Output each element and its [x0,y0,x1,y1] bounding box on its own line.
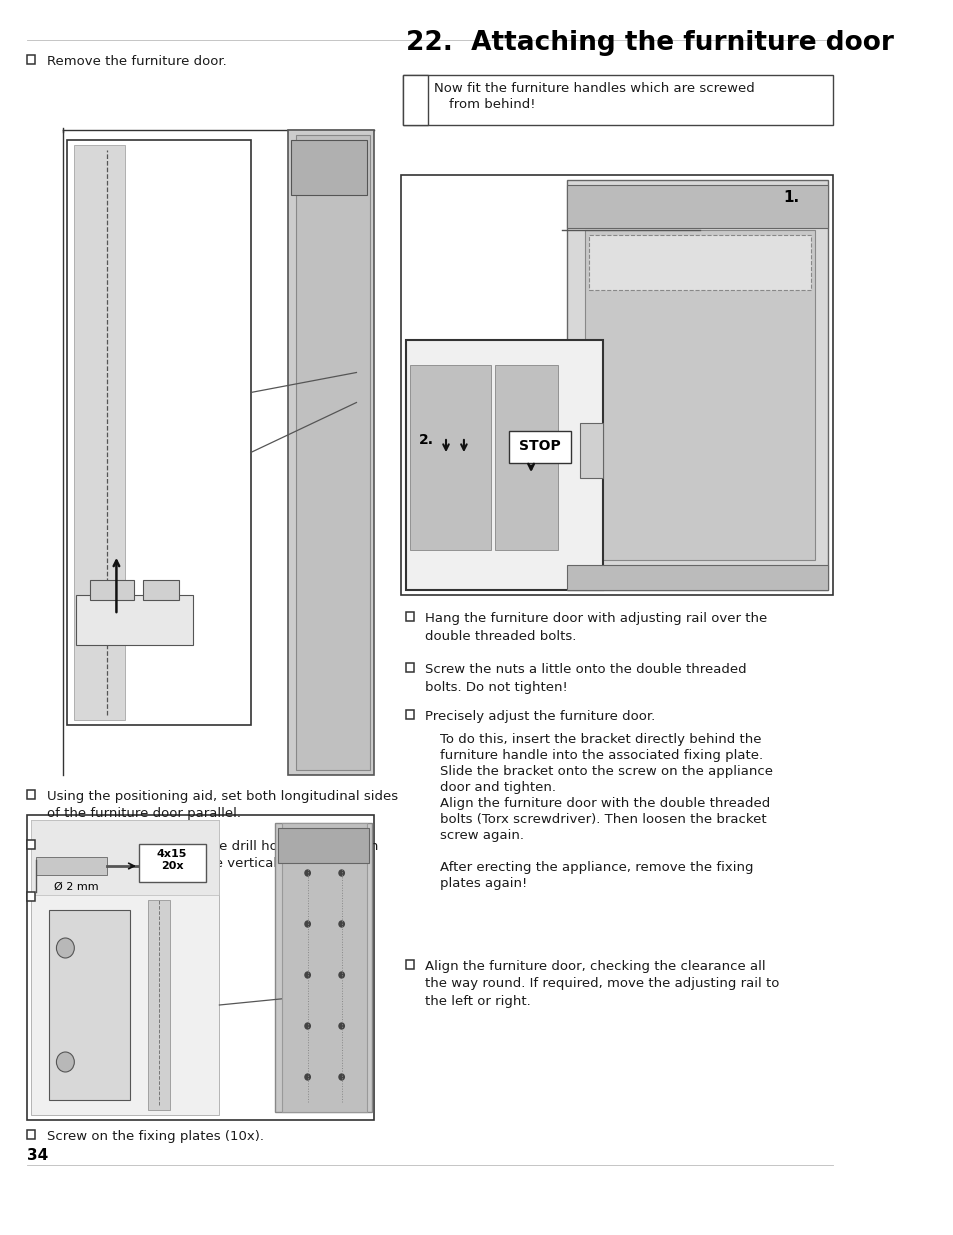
Bar [508,431,571,463]
Text: furniture handle into the associated fixing plate.: furniture handle into the associated fix… [439,748,762,762]
Text: bolts (Torx screwdriver). Then loosen the bracket: bolts (Torx screwdriver). Then loosen th… [439,813,765,826]
Circle shape [305,1074,310,1079]
Bar [402,75,427,125]
Bar [405,960,414,968]
Text: 4x15
20x: 4x15 20x [156,850,187,871]
Circle shape [338,1074,344,1079]
Bar [579,424,602,478]
Bar [405,611,414,620]
Text: Mark and drill the holes.: Mark and drill the holes. [47,892,208,905]
Text: To do this, insert the bracket directly behind the: To do this, insert the bracket directly … [439,734,760,746]
Circle shape [338,869,344,876]
Bar [90,580,134,600]
Bar [76,595,193,645]
Text: Screw on the fixing plates (10x).: Screw on the fixing plates (10x). [47,1130,263,1144]
Bar [584,230,814,559]
Text: Screw the nuts a little onto the double threaded
bolts. Do not tighten!: Screw the nuts a little onto the double … [425,663,746,694]
Text: Using a square, extend the drill hole marks which
you have just made to the vert: Using a square, extend the drill hole ma… [47,840,377,871]
Bar [74,144,125,720]
Text: plates again!: plates again! [439,877,526,890]
Text: Remove the furniture door.: Remove the furniture door. [47,56,226,68]
Bar [27,789,35,799]
Circle shape [56,939,74,958]
Circle shape [338,972,344,978]
Bar [27,1130,35,1139]
Bar [277,827,369,863]
Text: screw again.: screw again. [439,829,523,842]
Bar [27,892,35,900]
Bar [566,180,827,590]
Text: Slide the bracket onto the screw on the appliance: Slide the bracket onto the screw on the … [439,764,772,778]
Bar [402,75,832,125]
Bar [282,823,367,1112]
Bar [589,235,810,290]
Bar [31,820,219,1115]
Text: Align the furniture door with the double threaded: Align the furniture door with the double… [439,797,769,810]
Text: Ø 2 mm: Ø 2 mm [53,882,98,892]
Circle shape [305,972,310,978]
Text: door and tighten.: door and tighten. [439,781,556,794]
Text: i: i [413,93,417,107]
Bar [566,564,827,590]
Bar [31,820,219,895]
Bar [148,900,170,1110]
Bar [288,130,374,776]
Text: Now fit the furniture handles which are screwed: Now fit the furniture handles which are … [434,82,755,95]
Circle shape [305,921,310,927]
Bar [36,857,108,876]
Text: 22.  Attaching the furniture door: 22. Attaching the furniture door [405,30,893,56]
Text: After erecting the appliance, remove the fixing: After erecting the appliance, remove the… [439,861,753,874]
Bar [401,175,832,595]
Circle shape [338,921,344,927]
Bar [27,815,374,1120]
Bar [274,823,372,1112]
Circle shape [305,1023,310,1029]
Bar [295,135,370,769]
Circle shape [56,1052,74,1072]
Bar [405,662,414,672]
Text: Hang the furniture door with adjusting rail over the
double threaded bolts.: Hang the furniture door with adjusting r… [425,613,767,642]
Circle shape [305,869,310,876]
Bar [495,366,558,550]
Bar [410,366,490,550]
Bar [50,910,130,1100]
Text: STOP: STOP [518,438,560,453]
Circle shape [338,1023,344,1029]
Text: from behind!: from behind! [448,98,535,111]
Bar [405,340,602,590]
Text: Align the furniture door, checking the clearance all
the way round. If required,: Align the furniture door, checking the c… [425,960,779,1008]
Bar [143,580,179,600]
Text: 1.: 1. [782,190,799,205]
Bar [566,185,827,228]
Bar [67,140,251,725]
Text: 2.: 2. [418,433,434,447]
Bar [139,844,206,882]
Bar [27,54,35,63]
Bar [27,840,35,848]
Text: 34: 34 [27,1149,48,1163]
Text: Precisely adjust the furniture door.: Precisely adjust the furniture door. [425,710,655,722]
Text: Using the positioning aid, set both longitudinal sides
of the furniture door par: Using the positioning aid, set both long… [47,790,397,820]
Bar [291,140,367,195]
Bar [405,709,414,719]
